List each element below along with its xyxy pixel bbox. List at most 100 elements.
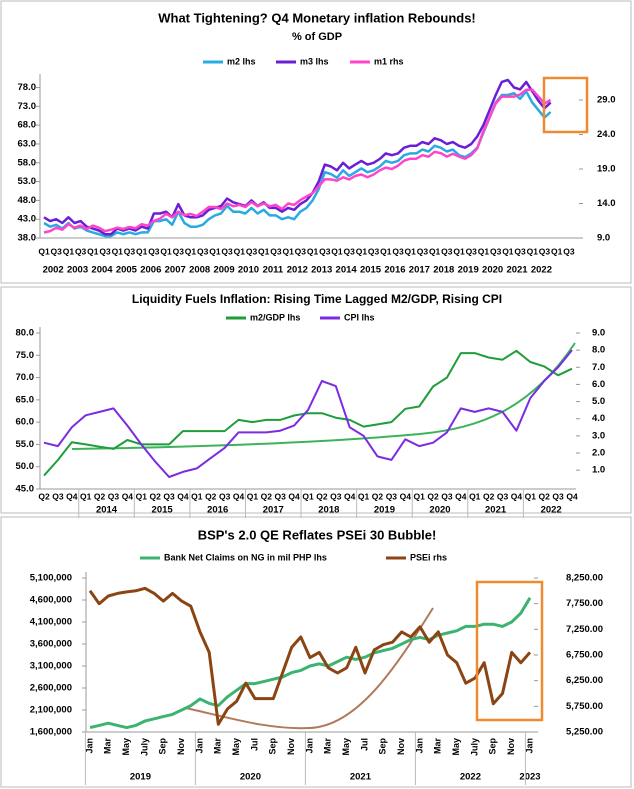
- y-tick-label: 63.0: [18, 138, 37, 149]
- x-tick-label: Q3: [368, 246, 380, 256]
- x-tick-label: Q3: [386, 491, 398, 501]
- x-tick-label: Q2: [149, 491, 161, 501]
- x-tick-label: Q3: [344, 246, 356, 256]
- year-label: 2007: [165, 265, 186, 276]
- x-tick-label: Jan: [304, 738, 314, 754]
- year-label: 2022: [531, 265, 552, 276]
- x-tick-label: Q1: [258, 246, 270, 256]
- x-tick-label: Q1: [63, 246, 75, 256]
- year-label: 2021: [485, 505, 507, 516]
- year-label: 2017: [409, 265, 430, 276]
- x-tick-label: July: [469, 738, 479, 756]
- data-line: [89, 597, 532, 730]
- x-tick-label: Q4: [66, 491, 78, 501]
- chart-title: BSP's 2.0 QE Reflates PSEi 30 Bubble!: [198, 527, 437, 542]
- year-label: 2013: [311, 265, 332, 276]
- x-tick-label: Q3: [75, 246, 87, 256]
- year-label: 2006: [140, 265, 161, 276]
- x-tick-label: May: [231, 738, 241, 756]
- year-label: 2005: [116, 265, 138, 276]
- x-tick-label: Q2: [539, 491, 551, 501]
- legend-label: m1 rhs: [374, 56, 404, 66]
- year-label: 2022: [460, 772, 481, 783]
- x-tick-label: Q1: [551, 246, 563, 256]
- x-tick-label: May: [451, 738, 461, 756]
- y-tick-label: 4,100,000: [30, 617, 72, 628]
- x-tick-label: Q2: [94, 491, 106, 501]
- y-tick-label: 43.0: [18, 214, 37, 225]
- x-tick-label: Q1: [380, 246, 392, 256]
- y2-tick-label: 5,250.00: [566, 727, 603, 738]
- x-tick-label: Q3: [514, 246, 526, 256]
- x-tick-label: Q1: [160, 246, 172, 256]
- legend-label: Bank Net Claims on NG in mil PHP lhs: [164, 552, 327, 562]
- x-tick-label: Q3: [539, 246, 551, 256]
- x-tick-label: Q1: [527, 246, 539, 256]
- y2-tick-label: 24.0: [597, 129, 616, 140]
- y-tick-label: 50.0: [16, 461, 35, 472]
- x-tick-label: Q3: [148, 246, 160, 256]
- y2-tick-label: 7.0: [592, 362, 605, 373]
- year-label: 2023: [519, 772, 540, 783]
- year-label: 2004: [91, 265, 113, 276]
- year-label: 2012: [287, 265, 308, 276]
- x-tick-label: Mar: [433, 738, 443, 755]
- data-line: [88, 586, 532, 726]
- x-tick-label: Q3: [497, 491, 509, 501]
- y2-tick-label: 3.0: [592, 430, 605, 441]
- x-tick-label: Q2: [205, 491, 217, 501]
- y2-tick-label: 9.0: [592, 328, 605, 339]
- highlight-box: [542, 76, 589, 134]
- x-tick-label: Q1: [302, 491, 314, 501]
- x-tick-label: Q3: [246, 246, 258, 256]
- x-tick-label: Q1: [413, 491, 425, 501]
- y2-tick-label: 6.0: [592, 379, 605, 390]
- y2-tick-label: 8,250.00: [566, 573, 603, 584]
- year-label: 2016: [384, 265, 405, 276]
- x-tick-label: Q3: [99, 246, 111, 256]
- year-label: 2016: [207, 505, 228, 516]
- year-label: 2008: [189, 265, 210, 276]
- x-tick-label: Sep: [268, 738, 278, 755]
- x-tick-label: Q1: [282, 246, 294, 256]
- y2-tick-label: 8.0: [592, 345, 605, 356]
- x-tick-label: Q2: [261, 491, 273, 501]
- x-tick-label: Jan: [524, 738, 534, 754]
- y-tick-label: 4,600,000: [30, 595, 72, 606]
- x-tick-label: Sep: [158, 738, 168, 755]
- x-tick-label: Q3: [270, 246, 282, 256]
- year-label: 2019: [374, 505, 395, 516]
- x-tick-label: Q3: [173, 246, 185, 256]
- x-tick-label: Q1: [191, 491, 203, 501]
- y2-tick-label: 5.0: [592, 396, 605, 407]
- y-tick-label: 45.0: [16, 484, 35, 495]
- x-tick-label: Q4: [455, 491, 467, 501]
- x-tick-label: Nov: [286, 738, 296, 755]
- x-tick-label: July: [139, 738, 149, 756]
- x-tick-label: Q2: [372, 491, 384, 501]
- x-tick-label: Q2: [483, 491, 495, 501]
- x-tick-label: Q4: [344, 491, 356, 501]
- x-tick-label: Q4: [177, 491, 189, 501]
- y2-tick-label: 7,250.00: [566, 624, 603, 635]
- x-tick-label: Q3: [330, 491, 342, 501]
- x-tick-label: Q1: [405, 246, 417, 256]
- y2-tick-label: 14.0: [597, 198, 616, 209]
- x-tick-label: Q4: [122, 491, 134, 501]
- x-tick-label: Q3: [275, 491, 287, 501]
- y-tick-label: 60.0: [16, 417, 35, 428]
- x-tick-label: Q4: [233, 491, 245, 501]
- y2-tick-label: 2.0: [592, 448, 605, 459]
- x-tick-label: Q3: [490, 246, 502, 256]
- x-tick-label: Q1: [112, 246, 124, 256]
- x-tick-label: Nov: [176, 738, 186, 755]
- x-tick-label: Nov: [506, 738, 516, 755]
- y2-tick-label: 19.0: [597, 164, 616, 175]
- x-tick-label: May: [341, 738, 351, 756]
- x-tick-label: Mar: [103, 738, 113, 755]
- y2-tick-label: 5,750.00: [566, 701, 603, 712]
- x-tick-label: Q3: [163, 491, 175, 501]
- year-label: 2003: [67, 265, 88, 276]
- year-label: 2020: [240, 772, 261, 783]
- y-tick-label: 38.0: [18, 233, 37, 244]
